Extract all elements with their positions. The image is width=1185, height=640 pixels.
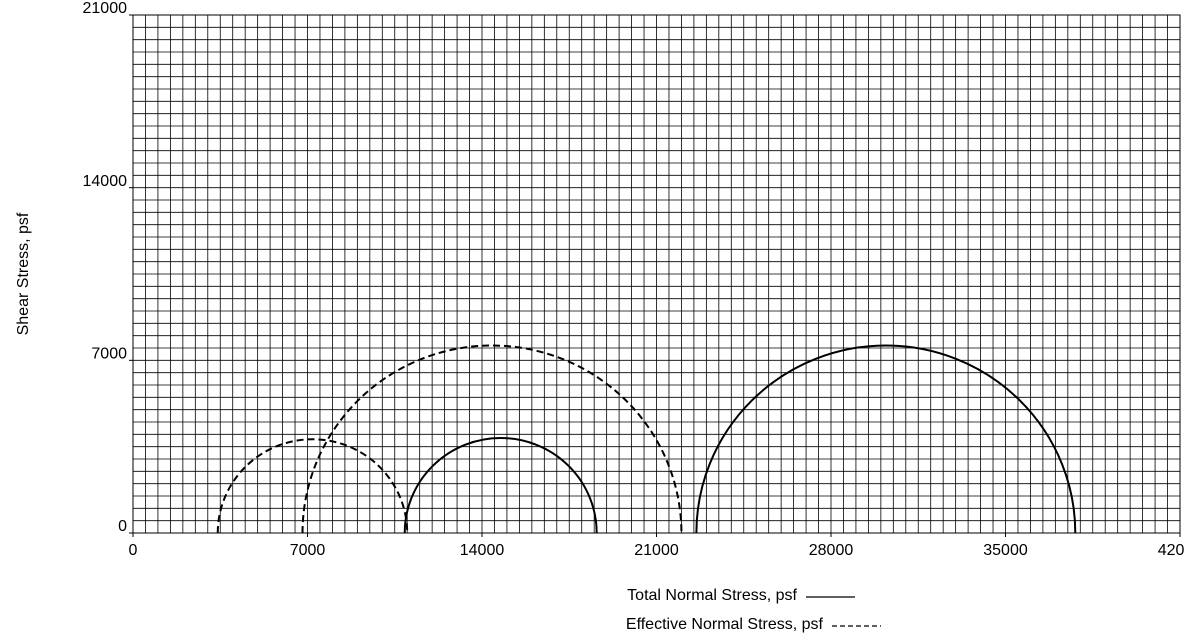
legend-label: Effective Normal Stress, psf [626,616,824,633]
x-tick-label: 28000 [809,542,854,559]
mohr-circle [216,438,409,534]
y-tick-label: 21000 [83,0,128,17]
x-tick-label: 0 [129,542,138,559]
y-tick-label: 7000 [91,346,127,363]
mohr-circle [403,437,598,534]
x-tick-label: 14000 [460,542,505,559]
legend-label: Total Normal Stress, psf [627,587,797,604]
x-tick-label: 42000 [1158,542,1185,559]
x-tick-label: 35000 [983,542,1028,559]
y-tick-label: 0 [118,518,127,535]
y-axis-label: Shear Stress, psf [15,212,32,335]
mohr-circle [301,344,683,534]
y-tick-label: 14000 [83,173,128,190]
x-tick-label: 21000 [634,542,679,559]
mohr-circle [695,344,1077,534]
x-tick-label: 7000 [290,542,326,559]
